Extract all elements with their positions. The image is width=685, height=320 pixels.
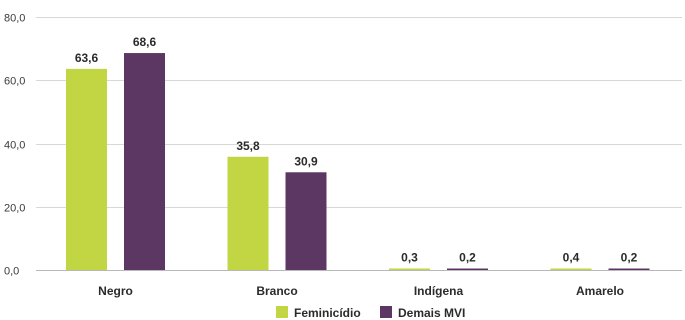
y-tick-label: 60,0	[4, 76, 25, 88]
data-label: 0,2	[459, 251, 476, 265]
legend-label: Feminicídio	[294, 306, 361, 320]
y-tick-label: 40,0	[4, 140, 25, 152]
bar	[227, 156, 269, 270]
bar	[447, 268, 488, 270]
legend-swatch	[276, 306, 288, 318]
data-label: 35,8	[236, 139, 260, 153]
bar	[285, 172, 327, 270]
y-axis: 0,0 20,0 40,0 60,0 80,0	[4, 13, 25, 278]
x-tick-label: Negro	[98, 284, 133, 298]
y-tick-label: 20,0	[4, 203, 25, 215]
legend-swatch	[380, 306, 392, 318]
data-labels: 63,6 68,6 35,8 30,9 0,3 0,2 0,4 0,2	[75, 35, 638, 264]
x-tick-label: Indígena	[414, 284, 464, 298]
bar	[608, 268, 650, 270]
data-label: 0,4	[563, 251, 580, 265]
bar	[550, 268, 592, 270]
data-label: 68,6	[133, 35, 157, 49]
data-label: 30,9	[294, 154, 318, 168]
bar	[66, 68, 107, 271]
legend-label: Demais MVI	[398, 306, 465, 320]
bars	[66, 53, 650, 271]
legend: Feminicídio Demais MVI	[276, 306, 465, 320]
data-label: 0,2	[621, 251, 638, 265]
bar	[124, 53, 165, 270]
data-label: 0,3	[401, 251, 418, 265]
bar	[389, 268, 430, 270]
x-tick-label: Branco	[256, 284, 297, 298]
x-axis: Negro Branco Indígena Amarelo	[98, 284, 624, 298]
y-tick-label: 80,0	[4, 13, 25, 25]
y-tick-label: 0,0	[4, 266, 19, 278]
data-label: 63,6	[75, 51, 99, 65]
x-tick-label: Amarelo	[576, 284, 624, 298]
